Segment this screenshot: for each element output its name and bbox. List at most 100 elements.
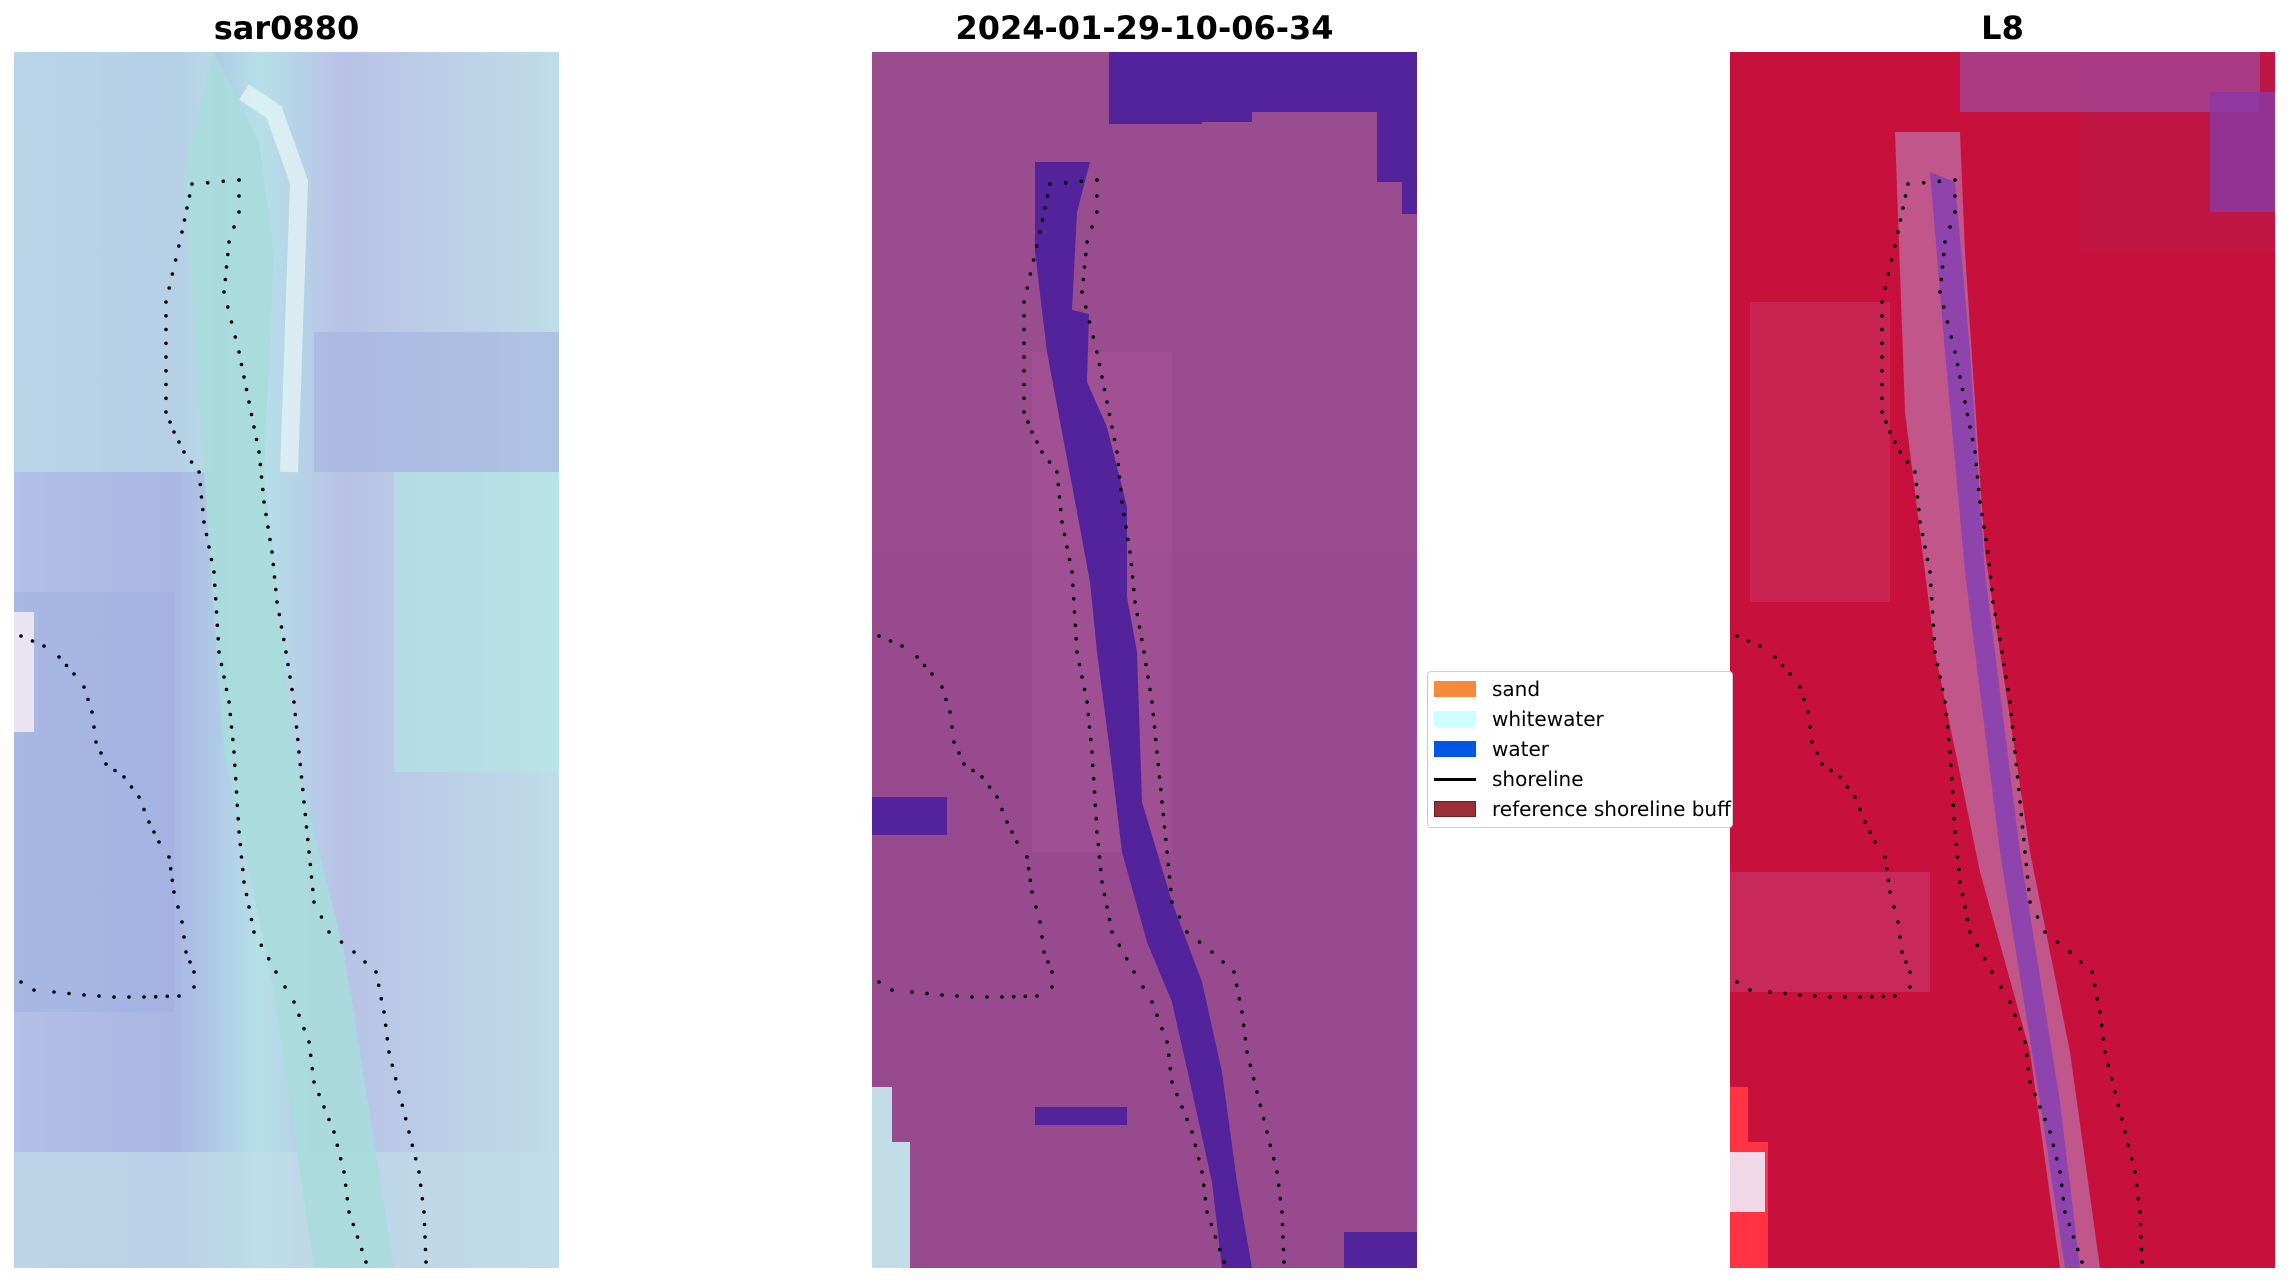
shoreline-dot <box>2119 1116 2124 1121</box>
legend: sand whitewater water shoreline referenc… <box>1427 671 1733 828</box>
shoreline-dot <box>226 305 230 309</box>
shoreline-dot <box>277 612 282 617</box>
shoreline-dot <box>129 785 134 789</box>
shoreline-dot <box>52 990 56 994</box>
shoreline-dot <box>290 687 294 692</box>
shoreline-dot <box>274 587 278 592</box>
shoreline-dot <box>1057 495 1062 499</box>
shoreline-dot <box>1213 1235 1218 1239</box>
shoreline-dot <box>1107 917 1112 922</box>
shoreline-dot <box>2013 750 2017 754</box>
shoreline-dot <box>2024 1053 2029 1058</box>
shoreline-dot <box>2129 1156 2134 1161</box>
shoreline-dot <box>1880 314 1884 318</box>
shoreline-dot <box>1940 687 1945 692</box>
shoreline-dot <box>310 1066 315 1071</box>
shoreline-dot <box>67 991 71 996</box>
shoreline-dot <box>1200 1170 1204 1174</box>
shoreline-dot <box>1892 905 1896 909</box>
shoreline-dot <box>1904 960 1908 964</box>
shoreline-dot <box>1166 1053 1171 1058</box>
shoreline-dot <box>1087 320 1092 324</box>
shoreline-dot <box>1124 525 1128 529</box>
shoreline-dot <box>1117 475 1122 479</box>
shoreline-dot <box>1958 880 1962 884</box>
shoreline-dot <box>233 776 238 781</box>
panel-title-classified: 2024-01-29-10-06-34 <box>955 9 1334 47</box>
shoreline-dot <box>1948 225 1952 229</box>
water-swatch <box>1434 741 1476 757</box>
shoreline-dot <box>1107 412 1112 417</box>
shoreline-dot <box>1893 440 1897 444</box>
shoreline-dot <box>1080 675 1084 679</box>
shoreline-dot <box>422 1210 426 1214</box>
shoreline-dot <box>1975 475 1980 479</box>
shoreline-dot <box>252 425 256 429</box>
shoreline-dot <box>219 662 224 667</box>
shoreline-dot <box>1993 612 1998 617</box>
shoreline-dot <box>1210 950 1214 954</box>
shoreline-dot <box>2113 1090 2117 1094</box>
shoreline-dot <box>352 950 356 954</box>
shoreline-dot <box>201 507 205 512</box>
shoreline-dot <box>1248 1063 1253 1068</box>
shoreline-dot <box>1133 600 1137 604</box>
shoreline-dot <box>385 1036 390 1041</box>
shoreline-dot <box>283 985 287 989</box>
shoreline-dot <box>390 1063 395 1068</box>
shoreline-dot <box>212 570 216 574</box>
shoreline-dot <box>242 375 246 379</box>
shoreline-dot <box>238 842 243 847</box>
shoreline-dot <box>1126 537 1130 542</box>
shoreline-dot <box>164 341 168 346</box>
shoreline-dot <box>303 812 308 817</box>
shoreline-dot <box>1953 194 1957 198</box>
shoreline-dot <box>1773 655 1777 659</box>
shoreline-dot <box>1898 218 1903 222</box>
shoreline-dot <box>1810 740 1814 744</box>
shoreline-dot <box>1949 776 1954 781</box>
shoreline-dot <box>1261 1116 1266 1121</box>
shoreline-dot <box>1050 985 1054 989</box>
shoreline-dot <box>177 440 181 444</box>
shoreline-dot <box>1987 562 1992 567</box>
shoreline-dot <box>877 634 881 638</box>
shoreline-dot <box>1984 537 1988 542</box>
shoreline-dot <box>1157 775 1162 779</box>
shoreline-dot <box>204 532 209 537</box>
shoreline-dot <box>1991 600 1995 604</box>
shoreline-dot <box>188 960 192 964</box>
shoreline-dot <box>232 750 236 754</box>
shoreline-dot <box>413 1156 418 1161</box>
shoreline-dot <box>1166 862 1171 867</box>
legend-label: water <box>1492 737 1549 761</box>
shoreline-dot <box>185 206 189 210</box>
shoreline-dot <box>1059 507 1063 512</box>
shoreline-dot <box>1038 230 1042 234</box>
shoreline-dot <box>1949 763 1953 768</box>
shoreline-dot <box>192 970 196 974</box>
shoreline-dot <box>167 286 171 290</box>
shoreline-dot <box>1942 252 1946 257</box>
shoreline-dot <box>164 382 168 387</box>
shoreline-dot <box>1087 725 1092 729</box>
shoreline-dot <box>182 935 186 939</box>
shoreline-dot <box>1884 420 1888 424</box>
shoreline-dot <box>1000 807 1004 812</box>
shoreline-dot <box>42 644 46 648</box>
shoreline-dot <box>57 655 61 659</box>
shoreline-dot <box>30 639 35 643</box>
shoreline-dot <box>1938 675 1942 679</box>
shoreline-dot <box>275 600 279 604</box>
shoreline-dot <box>379 996 384 1001</box>
shoreline-dot <box>403 1116 408 1121</box>
shoreline-dot <box>1943 240 1947 244</box>
shoreline-dot <box>1048 182 1052 186</box>
shoreline-dot <box>1156 762 1161 767</box>
shoreline-dot <box>1096 842 1101 847</box>
shoreline-dot <box>231 737 235 742</box>
shoreline-dot <box>1086 712 1091 717</box>
shoreline-dot <box>1168 1066 1173 1071</box>
shoreline-dot <box>1281 1247 1286 1252</box>
shoreline-dot <box>259 475 264 479</box>
